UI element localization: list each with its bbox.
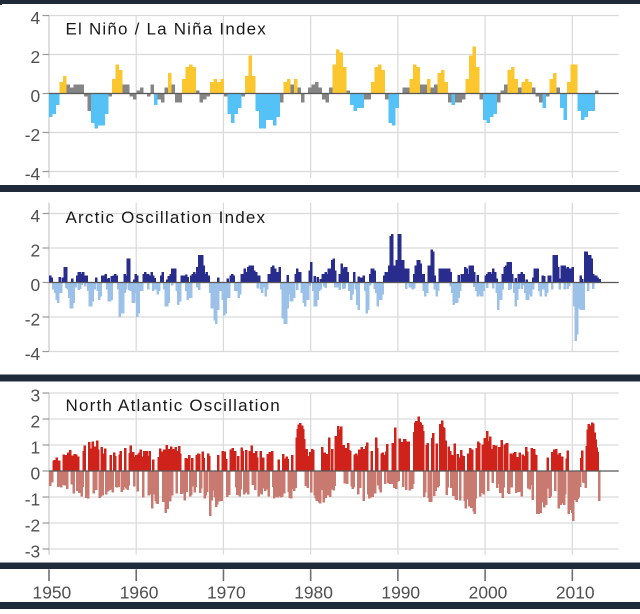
svg-text:1970: 1970	[207, 583, 246, 603]
svg-text:-4: -4	[25, 344, 41, 364]
svg-text:4: 4	[31, 8, 41, 28]
svg-text:3: 3	[31, 386, 41, 406]
svg-text:1960: 1960	[120, 583, 159, 603]
svg-text:2: 2	[31, 412, 41, 432]
svg-text:1: 1	[31, 438, 41, 458]
svg-text:-2: -2	[25, 310, 40, 330]
svg-text:Arctic Oscillation Index: Arctic Oscillation Index	[66, 208, 267, 227]
svg-text:0: 0	[31, 86, 41, 106]
svg-text:0: 0	[31, 275, 41, 295]
svg-text:2: 2	[31, 241, 41, 261]
svg-text:-2: -2	[25, 125, 40, 145]
svg-text:1950: 1950	[33, 583, 72, 603]
svg-text:2000: 2000	[469, 583, 508, 603]
svg-text:-4: -4	[25, 164, 41, 184]
svg-text:-2: -2	[25, 516, 40, 536]
svg-text:0: 0	[31, 464, 41, 484]
svg-text:4: 4	[31, 206, 41, 226]
svg-text:North Atlantic Oscillation: North Atlantic Oscillation	[66, 396, 281, 415]
svg-text:-1: -1	[25, 490, 40, 510]
svg-text:1990: 1990	[381, 583, 420, 603]
svg-text:2010: 2010	[556, 583, 595, 603]
svg-text:2: 2	[31, 47, 41, 67]
svg-text:El Niño / La Niña Index: El Niño / La Niña Index	[66, 20, 267, 39]
svg-text:1980: 1980	[294, 583, 333, 603]
svg-text:-3: -3	[25, 542, 40, 562]
